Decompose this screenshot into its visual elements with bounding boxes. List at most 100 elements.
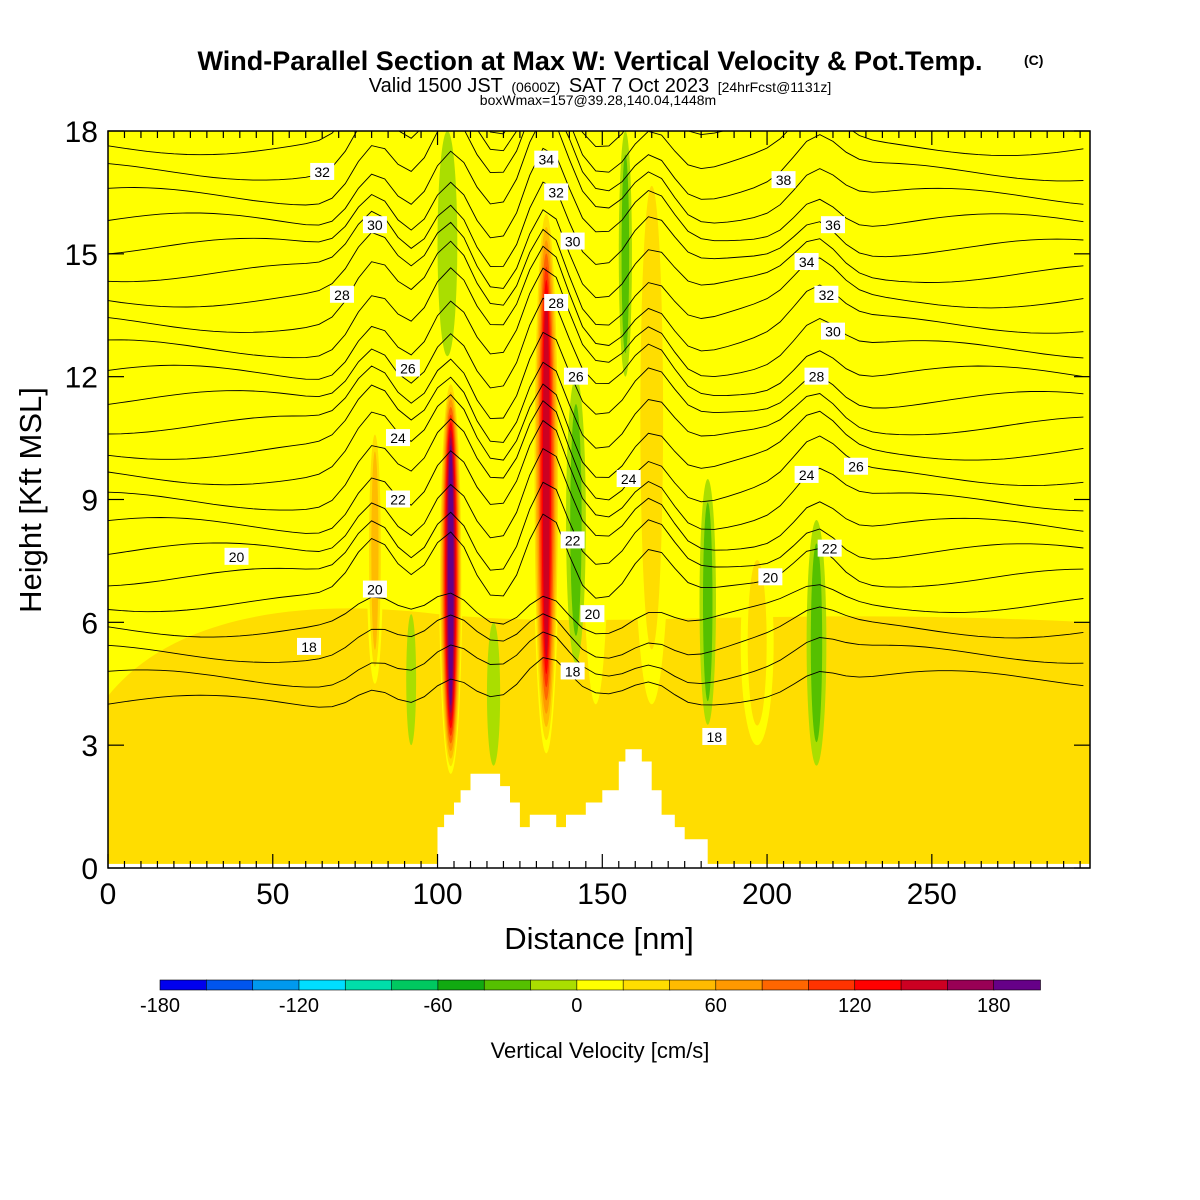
y-tick-labels: 0 3 6 9 12 15 18 <box>65 116 98 886</box>
downdraft-band <box>486 622 501 766</box>
colorbar-swatch <box>808 979 856 991</box>
theta-contour <box>108 245 1084 359</box>
subtitle-forecast: [24hrFcst@1131z] <box>718 79 832 95</box>
contour-label-text: 24 <box>390 430 406 446</box>
downdraft-level <box>406 614 417 746</box>
y-tick-label: 0 <box>81 853 98 886</box>
colorbar-swatch <box>159 979 208 991</box>
contour-label-text: 24 <box>621 471 637 487</box>
contour-label-bg <box>362 216 387 234</box>
colorbar-tick-labels: -180 -120 -60 0 60 120 180 <box>140 995 1010 1017</box>
colorbar-tick: -120 <box>279 995 319 1017</box>
contour-label-bg <box>395 359 420 377</box>
theta-contour <box>108 209 1084 308</box>
updraft-band <box>580 131 611 705</box>
contour-label-bg <box>560 232 585 250</box>
downdraft-band <box>406 614 417 746</box>
contour-label: 32 <box>544 183 569 201</box>
x-axis-label: Distance [nm] <box>504 921 694 956</box>
downdraft-level <box>703 502 713 702</box>
colorbar-tick: 0 <box>571 995 582 1017</box>
contour-label: 34 <box>794 253 819 271</box>
contour-label: 20 <box>758 568 783 586</box>
copyright-mark: (C) <box>1024 52 1043 68</box>
potential-temperature-contours <box>108 131 1084 708</box>
contour-label-bg <box>844 457 869 475</box>
theta-contour <box>108 606 1084 663</box>
theta-contour <box>108 657 1084 708</box>
updraft-level <box>371 451 379 650</box>
contour-label-text: 32 <box>819 287 835 303</box>
updraft-level <box>640 185 664 650</box>
theta-contour <box>108 383 1084 486</box>
contour-label-bg <box>563 367 588 385</box>
contour-label-bg <box>544 183 569 201</box>
x-tick-label: 50 <box>256 878 289 911</box>
contour-label: 22 <box>817 539 842 557</box>
contour-label-bg <box>224 547 249 565</box>
contour-label-text: 18 <box>565 663 581 679</box>
contour-label-text: 28 <box>548 295 564 311</box>
x-tick-label: 100 <box>412 878 462 911</box>
contour-label-text: 24 <box>799 467 815 483</box>
y-tick-label: 6 <box>81 607 98 640</box>
downdraft-level <box>621 154 630 354</box>
theta-contour <box>108 181 1084 283</box>
colorbar-tick: 180 <box>977 995 1010 1017</box>
colorbar-swatch <box>576 979 624 991</box>
downdraft-band <box>699 479 716 725</box>
colorbar <box>159 979 1041 991</box>
theta-contour <box>108 513 1084 613</box>
contour-label-bg <box>758 568 783 586</box>
contour-label-text: 30 <box>825 324 841 340</box>
chart-title: Wind-Parallel Section at Max W: Vertical… <box>198 46 983 76</box>
updraft-band <box>533 200 560 754</box>
y-axis-label: Height [Kft MSL] <box>13 387 48 613</box>
contour-label-text: 22 <box>822 541 838 557</box>
downdraft-level <box>570 404 582 636</box>
downdraft-level <box>486 622 501 766</box>
colorbar-swatch <box>437 979 486 991</box>
y-tick-label: 12 <box>65 362 98 395</box>
contour-label: 18 <box>702 727 727 745</box>
contour-label-bg <box>820 216 845 234</box>
terrain <box>108 749 1090 868</box>
x-tick-label: 200 <box>742 878 792 911</box>
contour-label-text: 34 <box>799 254 815 270</box>
updraft-band <box>366 417 384 684</box>
contour-label-text: 20 <box>367 582 383 598</box>
contour-label: 26 <box>563 367 588 385</box>
contour-label-text: 32 <box>314 164 330 180</box>
contour-label-text: 18 <box>707 729 723 745</box>
updraft-band <box>740 540 774 746</box>
colorbar-swatch <box>391 979 439 991</box>
contour-label-bg <box>385 429 410 447</box>
contour-label: 20 <box>224 547 249 565</box>
subtitle-valid: Valid 1500 JST <box>369 75 503 97</box>
updraft-band <box>350 253 361 602</box>
theta-contour <box>108 131 1084 226</box>
contour-label-text: 20 <box>229 549 245 565</box>
contour-label-text: 30 <box>367 217 383 233</box>
chart-box-info: boxWmax=157@39.28,140.04,1448m <box>480 92 716 108</box>
contour-label-bg <box>385 490 410 508</box>
x-tick-label: 0 <box>100 878 117 911</box>
updraft-level <box>542 293 550 661</box>
theta-contour <box>108 481 1084 587</box>
contour-label: 34 <box>534 150 559 168</box>
contour-label-bg <box>820 322 845 340</box>
y-tick-label: 15 <box>65 239 98 272</box>
contour-label: 20 <box>580 605 605 623</box>
colorbar-swatch <box>993 979 1041 991</box>
contour-label-text: 18 <box>301 639 317 655</box>
contour-label-text: 34 <box>538 152 554 168</box>
theta-contour <box>108 631 1084 688</box>
downdraft-band <box>566 376 586 664</box>
updraft-level <box>580 131 611 705</box>
updraft-level <box>448 445 454 706</box>
downdraft-band <box>618 131 632 377</box>
contour-label-bg <box>771 171 796 189</box>
theta-contour <box>108 447 1084 555</box>
contour-label-text: 22 <box>565 532 581 548</box>
contour-label-text: 28 <box>809 369 825 385</box>
